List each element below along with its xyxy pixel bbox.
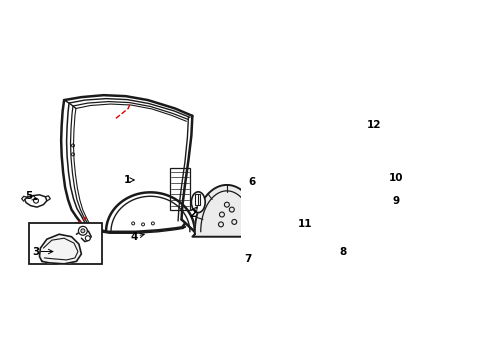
Bar [170, 168, 189, 210]
Text: 4: 4 [131, 232, 138, 242]
Text: 7: 7 [244, 254, 251, 264]
Text: 3: 3 [32, 247, 39, 257]
Text: 2: 2 [188, 208, 196, 219]
Bar [195, 194, 200, 205]
Text: 9: 9 [392, 196, 399, 206]
Text: 8: 8 [339, 247, 346, 257]
Polygon shape [40, 234, 81, 264]
Circle shape [336, 233, 346, 244]
Text: 5: 5 [25, 191, 32, 201]
Text: 6: 6 [247, 177, 255, 188]
Circle shape [81, 229, 84, 233]
Circle shape [85, 236, 90, 241]
Polygon shape [192, 185, 261, 237]
Ellipse shape [191, 192, 205, 212]
Text: 1: 1 [123, 175, 131, 185]
Bar [29, 224, 102, 264]
Circle shape [78, 226, 87, 235]
Text: 10: 10 [388, 172, 403, 183]
FancyBboxPatch shape [338, 125, 371, 152]
Text: 11: 11 [297, 219, 311, 229]
Text: 12: 12 [366, 120, 381, 130]
